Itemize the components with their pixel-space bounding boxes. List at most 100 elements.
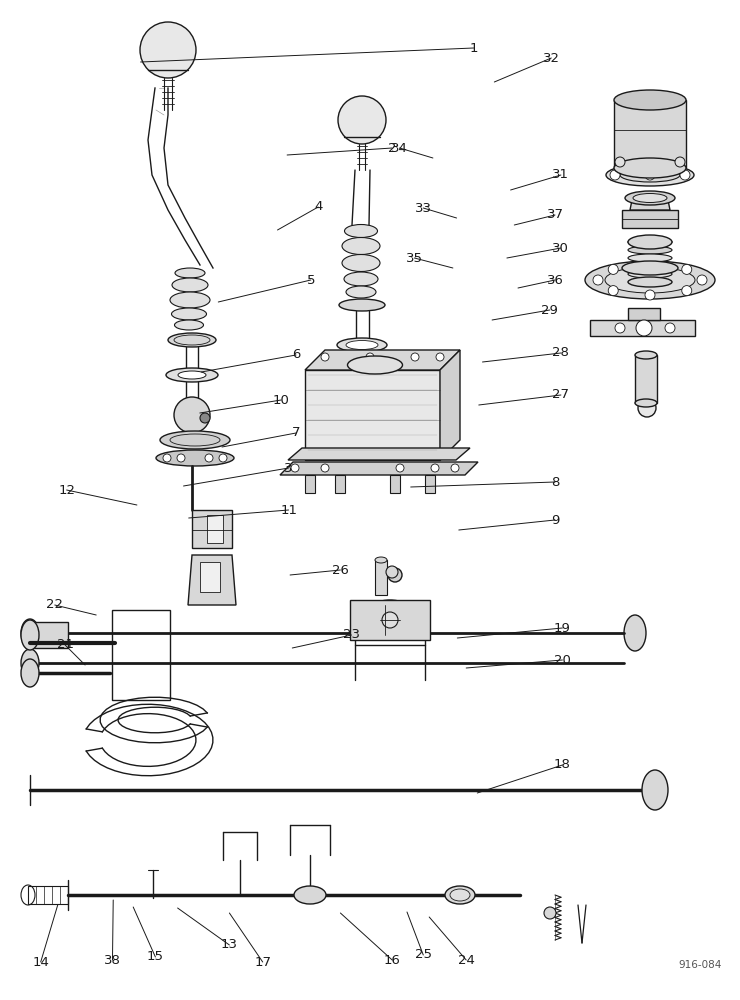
Ellipse shape bbox=[348, 356, 403, 374]
Circle shape bbox=[682, 286, 692, 296]
Ellipse shape bbox=[606, 164, 694, 186]
Ellipse shape bbox=[168, 333, 216, 347]
Ellipse shape bbox=[342, 237, 380, 254]
Ellipse shape bbox=[166, 368, 218, 382]
Circle shape bbox=[219, 454, 227, 462]
Ellipse shape bbox=[21, 620, 39, 650]
Text: 2: 2 bbox=[388, 141, 397, 154]
Ellipse shape bbox=[614, 158, 686, 178]
Circle shape bbox=[321, 464, 329, 472]
Bar bbox=[390, 475, 400, 493]
Text: 28: 28 bbox=[553, 347, 569, 360]
Text: 31: 31 bbox=[553, 168, 569, 182]
Polygon shape bbox=[305, 370, 440, 460]
Ellipse shape bbox=[346, 340, 378, 350]
Circle shape bbox=[608, 286, 618, 296]
Ellipse shape bbox=[625, 191, 675, 205]
Circle shape bbox=[200, 413, 210, 423]
Circle shape bbox=[636, 320, 652, 336]
Text: 18: 18 bbox=[554, 758, 571, 772]
Ellipse shape bbox=[156, 450, 234, 466]
Ellipse shape bbox=[21, 649, 39, 677]
Ellipse shape bbox=[605, 267, 695, 293]
Circle shape bbox=[411, 353, 419, 361]
Ellipse shape bbox=[346, 286, 376, 298]
Ellipse shape bbox=[614, 90, 686, 110]
Circle shape bbox=[593, 275, 603, 285]
Text: 11: 11 bbox=[280, 504, 297, 516]
Circle shape bbox=[544, 907, 556, 919]
Ellipse shape bbox=[642, 770, 668, 810]
Polygon shape bbox=[622, 210, 678, 228]
Ellipse shape bbox=[628, 270, 672, 278]
Circle shape bbox=[608, 264, 618, 274]
Ellipse shape bbox=[172, 278, 208, 292]
Text: 37: 37 bbox=[547, 209, 563, 222]
Bar bbox=[200, 562, 220, 592]
Polygon shape bbox=[305, 350, 460, 370]
Text: 20: 20 bbox=[554, 654, 571, 666]
Ellipse shape bbox=[635, 351, 657, 359]
Circle shape bbox=[638, 399, 656, 417]
Circle shape bbox=[163, 454, 171, 462]
Circle shape bbox=[675, 157, 685, 167]
Circle shape bbox=[140, 22, 196, 78]
Ellipse shape bbox=[585, 261, 715, 299]
Text: 9: 9 bbox=[551, 514, 559, 526]
Circle shape bbox=[366, 353, 374, 361]
Text: 21: 21 bbox=[57, 639, 73, 652]
Ellipse shape bbox=[21, 659, 39, 687]
Text: 3: 3 bbox=[284, 462, 293, 475]
Ellipse shape bbox=[628, 235, 672, 249]
Ellipse shape bbox=[622, 261, 678, 275]
Circle shape bbox=[382, 612, 398, 628]
Ellipse shape bbox=[342, 254, 380, 271]
Ellipse shape bbox=[445, 886, 475, 904]
Circle shape bbox=[645, 290, 655, 300]
Ellipse shape bbox=[624, 615, 646, 651]
Polygon shape bbox=[350, 600, 430, 640]
Bar bbox=[375, 560, 387, 595]
Text: 14: 14 bbox=[33, 956, 49, 968]
Bar bbox=[635, 355, 657, 403]
Polygon shape bbox=[280, 462, 478, 475]
Text: 10: 10 bbox=[273, 393, 289, 406]
Circle shape bbox=[177, 454, 185, 462]
Circle shape bbox=[174, 397, 210, 433]
Ellipse shape bbox=[628, 246, 672, 254]
Ellipse shape bbox=[178, 371, 206, 379]
Circle shape bbox=[451, 464, 459, 472]
Text: 17: 17 bbox=[255, 956, 271, 968]
Circle shape bbox=[615, 323, 625, 333]
Text: 916-084: 916-084 bbox=[679, 960, 722, 970]
Ellipse shape bbox=[344, 272, 378, 286]
Ellipse shape bbox=[628, 277, 672, 287]
Bar bbox=[614, 100, 686, 168]
Text: 7: 7 bbox=[292, 426, 300, 440]
Ellipse shape bbox=[175, 320, 204, 330]
Ellipse shape bbox=[337, 338, 387, 352]
Circle shape bbox=[645, 170, 655, 180]
Polygon shape bbox=[628, 308, 660, 320]
Circle shape bbox=[610, 170, 620, 180]
Ellipse shape bbox=[628, 238, 672, 246]
Bar bbox=[207, 515, 223, 543]
Ellipse shape bbox=[160, 431, 230, 449]
Polygon shape bbox=[440, 350, 460, 460]
Ellipse shape bbox=[628, 262, 672, 270]
Circle shape bbox=[321, 353, 329, 361]
Text: 12: 12 bbox=[58, 484, 75, 496]
Text: 1: 1 bbox=[469, 41, 478, 54]
Circle shape bbox=[645, 260, 655, 270]
Text: 25: 25 bbox=[415, 948, 431, 962]
Text: 4: 4 bbox=[314, 200, 323, 214]
Bar bbox=[425, 475, 435, 493]
Text: 16: 16 bbox=[384, 954, 400, 966]
Ellipse shape bbox=[339, 299, 385, 311]
Text: 33: 33 bbox=[415, 202, 431, 215]
Ellipse shape bbox=[375, 557, 387, 563]
Text: 15: 15 bbox=[147, 950, 164, 964]
Circle shape bbox=[431, 464, 439, 472]
Circle shape bbox=[436, 353, 444, 361]
Ellipse shape bbox=[628, 254, 672, 262]
